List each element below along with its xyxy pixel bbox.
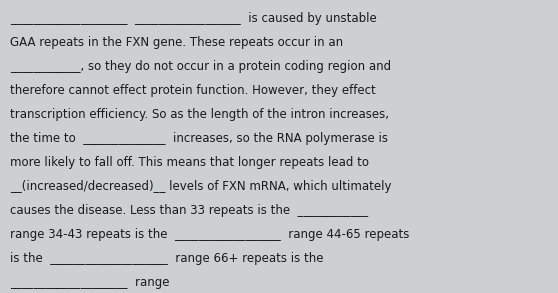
- Text: causes the disease. Less than 33 repeats is the  ____________: causes the disease. Less than 33 repeats…: [10, 204, 368, 217]
- Text: is the  ____________________  range 66+ repeats is the: is the ____________________ range 66+ re…: [10, 252, 324, 265]
- Text: ____________, so they do not occur in a protein coding region and: ____________, so they do not occur in a …: [10, 60, 391, 73]
- Text: GAA repeats in the FXN gene. These repeats occur in an: GAA repeats in the FXN gene. These repea…: [10, 36, 343, 49]
- Text: therefore cannot effect protein function. However, they effect: therefore cannot effect protein function…: [10, 84, 376, 97]
- Text: range 34-43 repeats is the  __________________  range 44-65 repeats: range 34-43 repeats is the _____________…: [10, 228, 410, 241]
- Text: transcription efficiency. So as the length of the intron increases,: transcription efficiency. So as the leng…: [10, 108, 389, 121]
- Text: more likely to fall off. This means that longer repeats lead to: more likely to fall off. This means that…: [10, 156, 369, 169]
- Text: __(increased/decreased)__ levels of FXN mRNA, which ultimately: __(increased/decreased)__ levels of FXN …: [10, 180, 392, 193]
- Text: ____________________  range: ____________________ range: [10, 276, 170, 289]
- Text: the time to  ______________  increases, so the RNA polymerase is: the time to ______________ increases, so…: [10, 132, 388, 145]
- Text: ____________________  __________________  is caused by unstable: ____________________ __________________ …: [10, 12, 377, 25]
